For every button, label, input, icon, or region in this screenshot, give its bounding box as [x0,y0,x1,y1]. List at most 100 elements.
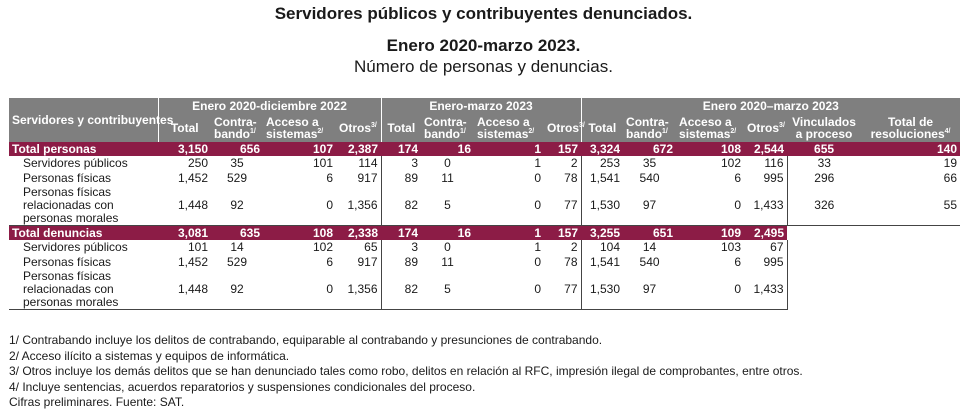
source-note: Cifras preliminares. Fuente: SAT. [9,395,185,409]
row-label: Total personas [9,142,158,156]
cell: 0 [263,186,336,226]
cell: 55 [861,186,961,226]
cell: 92 [211,186,263,226]
cell: 114 [358,156,378,170]
cell: 77 [544,186,582,226]
cell: 250 [187,156,208,170]
cell: 995 [763,171,784,185]
cell: 0 [444,240,451,254]
cell: 11 [441,255,454,269]
cell: 1 [474,225,545,240]
cell: 0 [534,171,542,185]
cell: 529 [226,171,248,185]
row-label: Total denuncias [9,225,158,240]
cell: 2 [570,156,578,170]
cell: 1,530 [580,186,624,226]
total-personas-row: Total personas 3,150 656 107 2,387 174 1… [9,142,961,156]
col-contrabando: Contra-bando1/ [211,114,263,142]
cell: 6 [326,171,333,185]
cell: 326 [786,186,862,226]
cell: 917 [357,171,378,185]
cell: 1,530 [580,270,624,310]
cell: 1,452 [177,255,208,269]
empty-cell [861,225,961,240]
cell: 1,433 [744,270,788,310]
row-label: Personas físicas [23,255,112,269]
footnote: 3/ Otros incluye los demás delitos que s… [9,364,803,378]
row-label: Personas físicas relacionadas con person… [9,270,158,310]
group-header-2020-2023: Enero 2020–marzo 2023 [580,98,961,114]
cell: 540 [639,255,660,269]
data-table: Servidores y contribuyentes Enero 2020-d… [9,98,961,310]
cell: 65 [364,240,378,254]
cell: 1,433 [744,186,788,226]
cell: 1,541 [580,171,624,186]
cell: 2,387 [336,142,382,156]
col-resoluciones: Total de resoluciones4/ [861,114,961,142]
cell: 82 [380,186,422,226]
col-otros: Otros3/ [336,114,382,142]
table-row: Personas físicas 1,452 529 6 917 89 11 0… [9,171,960,186]
cell: 89 [380,255,422,270]
col-total: Total [157,114,211,142]
page-title: Servidores públicos y contribuyentes den… [274,4,693,23]
table-row: Personas físicas 1,452 529 6 917 89 11 0… [9,255,960,270]
cell: 82 [380,270,422,310]
cell: 529 [226,255,248,269]
group-header-2023: Enero-marzo 2023 [380,98,582,114]
cell: 77 [544,270,582,310]
cell: 2,495 [744,225,788,240]
cell: 1,541 [580,255,624,270]
cell: 0 [444,156,451,170]
cell: 540 [639,171,660,185]
units-caption: Número de personas y denuncias. [354,57,613,76]
cell: 35 [642,156,657,170]
cell: 6 [734,255,742,269]
cell: 78 [564,171,578,185]
total-denuncias-row: Total denuncias 3,081 635 108 2,338 174 … [9,225,961,240]
cell: 6 [326,255,333,269]
cell: 108 [263,225,336,240]
col-otros: Otros3/ [544,114,585,142]
cell: 0 [474,186,545,226]
row-label: Servidores públicos [23,156,128,170]
cell: 5 [421,186,475,226]
cell: 3,255 [581,225,624,240]
cell: 11 [441,171,454,185]
row-label: Personas físicas [23,171,112,185]
cell: 116 [764,156,784,170]
cell: 14 [230,240,244,254]
cell: 2,544 [744,142,788,156]
table-row: Servidores públicos 101 14 102 65 3 0 1 … [9,240,960,255]
cell: 78 [564,255,578,269]
row-header: Servidores y contribuyentes [9,98,173,142]
cell: 0 [676,186,745,226]
cell: 3 [380,240,422,255]
empty-cell [787,270,861,310]
footnotes: 1/ Contrabando incluye los delitos de co… [9,333,803,411]
row-label: Servidores públicos [23,240,128,254]
cell: 97 [623,270,677,310]
cell: 672 [623,142,677,156]
cell: 19 [943,156,958,170]
cell: 104 [580,240,624,255]
cell: 0 [474,270,545,310]
cell: 35 [230,156,244,170]
cell: 1 [534,240,542,254]
cell: 67 [744,240,788,255]
table-row: Servidores públicos 250 35 101 114 3 0 1… [9,156,960,171]
cell: 296 [786,171,862,186]
empty-cell [787,225,862,240]
cell: 109 [676,225,745,240]
page-subtitle: Enero 2020-marzo 2023. [386,36,581,55]
cell: 253 [580,156,624,171]
cell: 1,452 [177,171,208,185]
cell: 1 [534,156,542,170]
empty-cell [861,270,960,310]
cell: 102 [312,240,333,254]
cell: 89 [380,171,422,186]
col-vinculados: Vinculados a proceso [787,114,862,142]
table-row: Personas físicas relacionadas con person… [9,186,961,226]
col-total: Total [580,114,624,142]
col-acceso: Acceso a sistemas2/ [263,114,336,142]
